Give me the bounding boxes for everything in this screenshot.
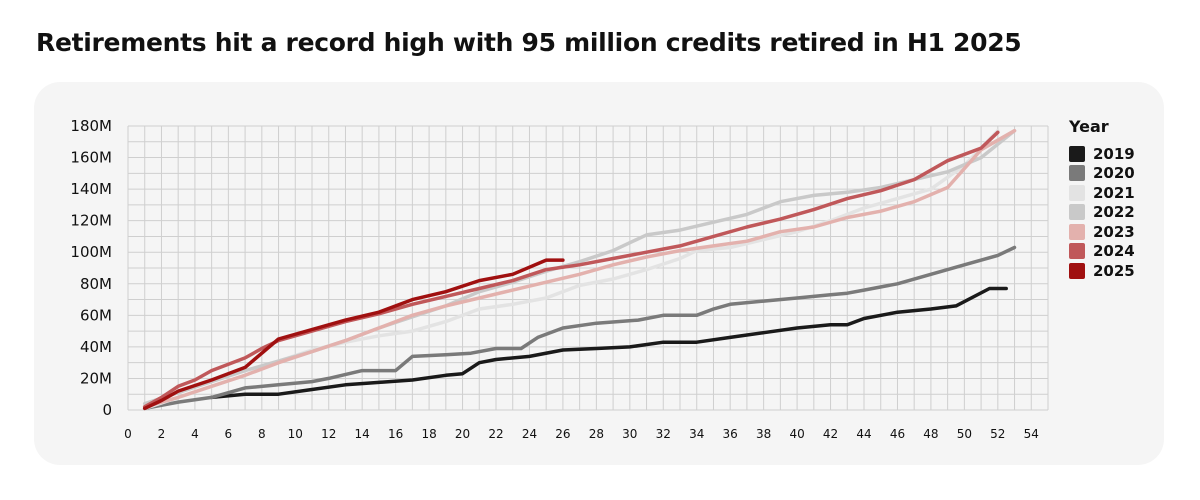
legend-item-2024: 2024 [1069, 242, 1135, 262]
legend-item-2020: 2020 [1069, 164, 1135, 184]
legend-item-2025: 2025 [1069, 261, 1135, 281]
legend: Year 2019 2020 2021 2022 2023 2024 2025 [1069, 117, 1135, 281]
x-tick-label: 20 [455, 427, 470, 441]
x-tick-label: 44 [856, 427, 871, 441]
x-tick-label: 40 [789, 427, 804, 441]
series-line-2019 [209, 286, 1008, 400]
grid [127, 125, 1049, 411]
legend-swatch [1069, 243, 1085, 260]
x-tick-label: 28 [589, 427, 604, 441]
x-tick-label: 16 [388, 427, 403, 441]
series-line-2025 [142, 258, 565, 411]
legend-swatch [1069, 223, 1085, 240]
chart-panel [34, 82, 1164, 465]
x-tick-label: 48 [923, 427, 938, 441]
y-tick-label: 160M [70, 149, 112, 167]
x-tick-label: 30 [622, 427, 637, 441]
legend-label: 2019 [1093, 144, 1135, 163]
x-tick-label: 34 [689, 427, 704, 441]
x-tick-label: 8 [258, 427, 266, 441]
series-line-2020 [142, 245, 1017, 411]
legend-title: Year [1069, 117, 1109, 136]
y-tick-label: 180M [70, 117, 112, 135]
x-tick-label: 54 [1024, 427, 1039, 441]
legend-swatch [1069, 184, 1085, 201]
legend-label: 2025 [1093, 261, 1135, 280]
legend-label: 2021 [1093, 183, 1135, 202]
chart-title: Retirements hit a record high with 95 mi… [36, 28, 1022, 57]
legend-item-2022: 2022 [1069, 203, 1135, 223]
legend-item-2019: 2019 [1069, 144, 1135, 164]
y-tick-label: 0 [102, 401, 112, 419]
x-tick-label: 14 [355, 427, 370, 441]
y-tick-label: 20M [80, 369, 112, 387]
x-tick-label: 18 [421, 427, 436, 441]
x-tick-label: 46 [890, 427, 905, 441]
legend-swatch [1069, 165, 1085, 182]
x-tick-label: 12 [321, 427, 336, 441]
legend-item-2023: 2023 [1069, 222, 1135, 242]
x-tick-label: 10 [288, 427, 303, 441]
y-tick-label: 80M [80, 275, 112, 293]
x-tick-label: 22 [488, 427, 503, 441]
y-tick-label: 120M [70, 212, 112, 230]
legend-item-2021: 2021 [1069, 183, 1135, 203]
x-tick-label: 36 [723, 427, 738, 441]
series-line-2023 [142, 128, 1017, 409]
x-tick-label: 4 [191, 427, 199, 441]
legend-swatch [1069, 262, 1085, 279]
x-tick-label: 52 [990, 427, 1005, 441]
x-tick-label: 42 [823, 427, 838, 441]
y-tick-label: 140M [70, 180, 112, 198]
legend-swatch [1069, 204, 1085, 221]
y-tick-label: 60M [80, 306, 112, 324]
x-tick-label: 26 [555, 427, 570, 441]
x-tick-label: 24 [522, 427, 537, 441]
x-tick-label: 0 [124, 427, 132, 441]
x-tick-label: 6 [225, 427, 233, 441]
y-tick-label: 40M [80, 338, 112, 356]
legend-label: 2024 [1093, 242, 1135, 261]
series-lines [142, 128, 1017, 411]
y-tick-label: 100M [70, 243, 112, 261]
series-line-2024 [142, 130, 1000, 409]
legend-swatch [1069, 145, 1085, 162]
legend-label: 2020 [1093, 164, 1135, 183]
x-tick-label: 32 [656, 427, 671, 441]
x-tick-label: 38 [756, 427, 771, 441]
legend-label: 2022 [1093, 203, 1135, 222]
x-tick-label: 2 [158, 427, 166, 441]
legend-items: 2019 2020 2021 2022 2023 2024 2025 [1069, 144, 1135, 281]
legend-label: 2023 [1093, 222, 1135, 241]
x-tick-label: 50 [957, 427, 972, 441]
